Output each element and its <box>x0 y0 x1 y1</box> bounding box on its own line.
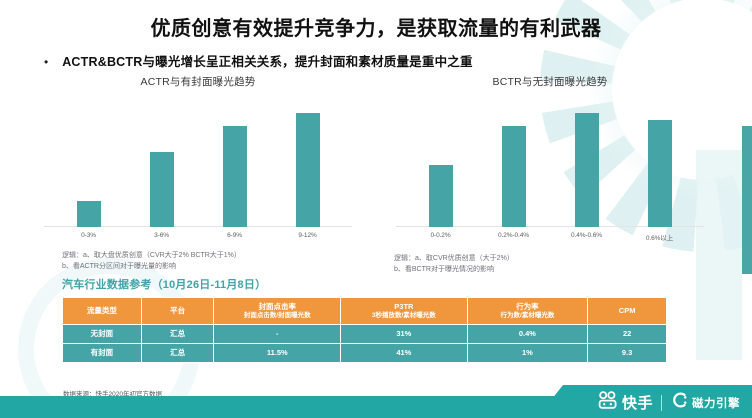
kuaishou-brand-name: 快手 <box>621 395 653 412</box>
table-cell-r1c1: 汇总 <box>140 343 215 363</box>
chart-bctr-x-label-2: 0.4%-0.6% <box>571 232 602 239</box>
brand-cili-engine: 磁力引擎 <box>670 391 740 414</box>
table-header-sub-4: 行为数/素材曝光数 <box>500 311 555 319</box>
chart-actr-x-label-1: 3-6% <box>154 232 169 239</box>
footer-brand: 快手 磁力引擎 <box>598 391 740 414</box>
cili-engine-logo-icon <box>670 391 688 414</box>
chart-bctr-bar-0 <box>421 97 461 227</box>
page-title: 优质创意有效提升竞争力，是获取流量的有利武器 <box>150 18 602 40</box>
table-header-main-1: 平台 <box>170 305 186 315</box>
table-row: 无封面 汇总 - 31% 0.4% 22 <box>62 324 667 344</box>
chart-bctr: BCTR与无封面曝光趋势 0-0.2% 0.2%-0.4% 0.4%-0.6% … <box>390 74 710 276</box>
chart-actr-x-label-0: 0-3% <box>81 232 96 239</box>
table-header-cell-1: 平台 <box>140 297 215 325</box>
chart-bctr-bar-2 <box>567 97 607 227</box>
chart-actr-title: ACTR与有封面曝光趋势 <box>140 76 256 88</box>
table-header-row: 流量类型 平台 封面点击率 封面点击数/封面曝光数 P3TR 3秒播放数/素材曝… <box>62 297 667 325</box>
bullet-marker-icon: • <box>44 55 49 69</box>
table-header-cell-0: 流量类型 <box>62 297 142 325</box>
table-header-main-3: P3TR <box>394 301 414 311</box>
table-cell-r0c5: 22 <box>587 324 667 344</box>
table-cell-r1c2: 11.5% <box>213 343 342 363</box>
table-cell-r0c1: 汇总 <box>140 324 215 344</box>
table-header-main-4: 行为率 <box>516 301 539 311</box>
chart-actr-bar-3 <box>288 97 328 227</box>
footer-wedge <box>537 385 752 418</box>
chart-bctr-x-label-0: 0-0.2% <box>430 232 451 239</box>
table-header-cell-5: CPM <box>587 297 667 325</box>
chart-actr-x-labels: 0-3% 3-6% 6-9% 9-12% <box>38 232 358 239</box>
table-header-main-2: 封面点击率 <box>258 301 297 311</box>
chart-bctr-x-labels: 0-0.2% 0.2%-0.4% 0.4%-0.6% 0.6%以上 <box>390 232 710 242</box>
chart-bctr-x-label-3: 0.6%以上 <box>645 235 674 242</box>
table-cell-r1c0: 有封面 <box>62 343 142 363</box>
chart-bctr-plot <box>390 97 710 227</box>
brand-separator <box>661 394 662 411</box>
teal-edge-bar-decoration <box>742 126 752 274</box>
table-cell-r1c4: 1% <box>466 343 589 363</box>
chart-bctr-x-label-1: 0.2%-0.4% <box>498 232 529 239</box>
chart-bctr-bar-1 <box>494 97 534 227</box>
chart-actr-bar-2 <box>215 97 255 227</box>
table-header-cell-2: 封面点击率 封面点击数/封面曝光数 <box>213 297 342 325</box>
bullet-row: • ACTR&BCTR与曝光增长呈正相关关系，提升封面和素材质量是重中之重 <box>44 51 473 70</box>
chart-actr-bar-1 <box>142 97 182 227</box>
kuaishou-logo-icon <box>598 391 618 414</box>
chart-bctr-logic-note: 逻辑：a、取CVR优质创意（大于2%） b、看BCTR对于曝光情况的影响 <box>394 255 514 273</box>
chart-actr: ACTR与有封面曝光趋势 0-3% 3-6% 6-9% 9-12% 逻辑：a、取… <box>38 74 358 273</box>
table-header-cell-4: 行为率 行为数/素材曝光数 <box>466 297 589 325</box>
table-header-main-0: 流量类型 <box>86 305 117 315</box>
brand-kuaishou: 快手 <box>598 391 653 414</box>
chart-actr-axis-line <box>44 226 352 227</box>
chart-actr-x-label-3: 9-12% <box>298 232 317 239</box>
chart-bctr-bar-3 <box>640 97 680 227</box>
table-cell-r0c0: 无封面 <box>62 324 142 344</box>
table-header-sub-3: 3秒播放数/素材曝光数 <box>371 311 436 319</box>
chart-bctr-title: BCTR与无封面曝光趋势 <box>492 76 608 88</box>
table-header-sub-2: 封面点击数/封面曝光数 <box>243 311 311 319</box>
table-cell-r0c2: - <box>213 324 342 344</box>
source-note: 数据来源：快手2020年初官方数据 <box>63 391 162 398</box>
chart-actr-x-label-2: 6-9% <box>227 232 242 239</box>
industry-data-table: 流量类型 平台 封面点击率 封面点击数/封面曝光数 P3TR 3秒播放数/素材曝… <box>62 297 667 363</box>
data-table-title: 汽车行业数据参考（10月26日-11月8日） <box>62 279 267 291</box>
table-row: 有封面 汇总 11.5% 41% 1% 9.3 <box>62 343 667 363</box>
table-header-main-5: CPM <box>618 305 636 315</box>
table-cell-r1c3: 41% <box>340 343 468 363</box>
chart-actr-plot <box>38 97 358 227</box>
chart-actr-bar-0 <box>69 97 109 227</box>
table-cell-r0c3: 31% <box>340 324 468 344</box>
chart-actr-logic-note: 逻辑：a、取大盘优质创意（CVR大于2% BCTR大于1%） b、看ACTR分区… <box>62 252 241 270</box>
table-cell-r0c4: 0.4% <box>466 324 589 344</box>
table-header-cell-3: P3TR 3秒播放数/素材曝光数 <box>340 297 468 325</box>
cili-engine-brand-name: 磁力引擎 <box>692 397 740 410</box>
bullet-text: ACTR&BCTR与曝光增长呈正相关关系，提升封面和素材质量是重中之重 <box>62 55 473 69</box>
table-cell-r1c5: 9.3 <box>587 343 667 363</box>
data-table-section: 汽车行业数据参考（10月26日-11月8日） 流量类型 平台 封面点击率 封面点… <box>62 276 667 363</box>
